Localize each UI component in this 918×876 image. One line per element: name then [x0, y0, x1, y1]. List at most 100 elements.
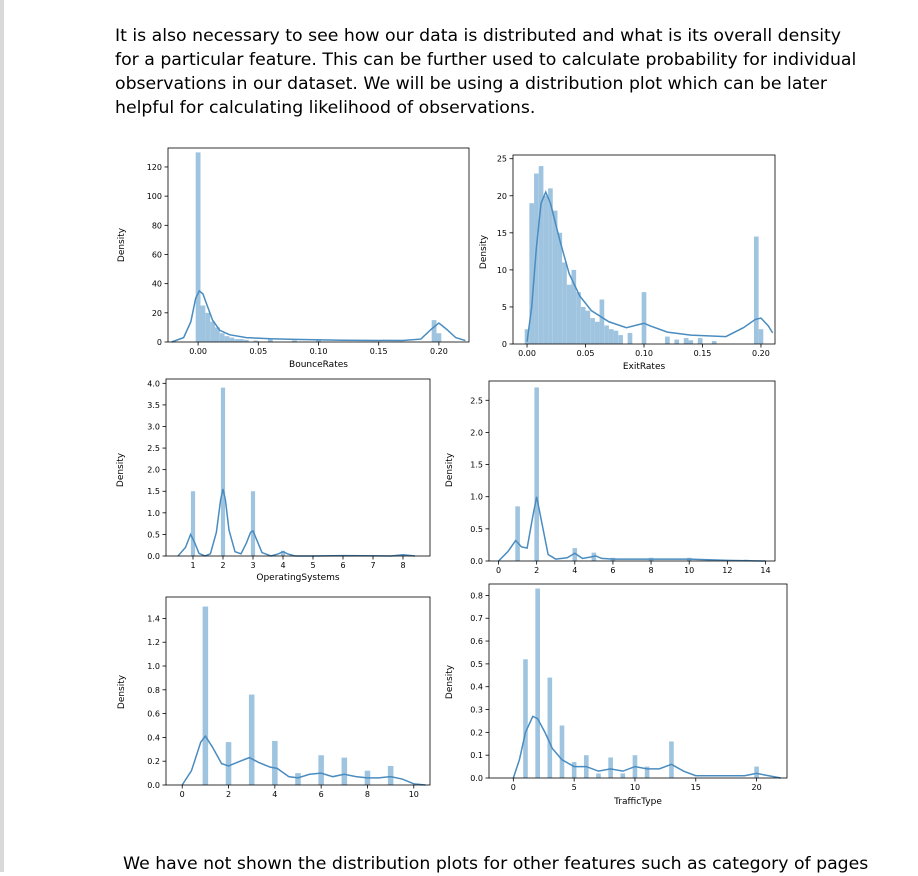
y-tick-label: 20: [497, 192, 507, 201]
x-tick-label: 5: [310, 561, 315, 570]
histogram-bar: [596, 773, 601, 778]
histogram-bar: [387, 765, 394, 785]
plot-frame: [165, 378, 431, 557]
x-tick-label: 0: [496, 566, 501, 575]
histogram-bar: [688, 340, 694, 344]
x-tick-label: 0.10: [310, 347, 328, 356]
histogram-bar: [250, 491, 256, 556]
y-tick-label: 1.0: [470, 493, 483, 502]
x-tick-label: 2: [226, 790, 231, 799]
y-tick-label: 1.5: [147, 487, 160, 496]
x-tick-label: 4: [572, 566, 577, 575]
histogram-bar: [292, 340, 297, 342]
histogram-bar: [669, 741, 674, 778]
y-tick-label: 0.2: [147, 757, 160, 766]
x-tick-label: 20: [751, 783, 761, 792]
x-axis-label: TrafficType: [613, 797, 662, 807]
histogram-bar: [195, 152, 201, 342]
histogram-bar: [557, 232, 563, 344]
kde-curve: [181, 734, 426, 786]
histogram-bar: [547, 677, 553, 778]
histogram-bar: [280, 550, 286, 556]
histogram-bar: [580, 306, 586, 344]
y-tick-label: 0.3: [470, 706, 483, 715]
histogram-bar: [436, 333, 442, 342]
x-tick-label: 0.20: [430, 347, 448, 356]
histogram-bar: [674, 339, 680, 344]
histogram-bar: [572, 548, 578, 561]
y-tick-label: 2.5: [147, 444, 160, 453]
y-tick-label: 0.6: [147, 710, 160, 719]
x-tick-label: 4: [280, 561, 285, 570]
histogram-bar: [613, 330, 619, 344]
x-tick-label: 10: [409, 790, 419, 799]
y-tick-label: 2.0: [147, 466, 160, 475]
intro-paragraph: It is also necessary to see how our data…: [115, 26, 857, 118]
y-tick-label: 0.0: [147, 552, 160, 561]
histogram-bar: [190, 491, 196, 556]
histogram-bar: [239, 339, 244, 342]
x-tick-label: 0.15: [370, 347, 388, 356]
histogram-bar: [552, 210, 558, 344]
histogram-bar: [200, 305, 206, 342]
histogram-bar: [599, 299, 605, 344]
y-tick-label: 0.4: [470, 683, 483, 692]
y-tick-label: 60: [152, 250, 162, 259]
histogram-bar: [225, 742, 232, 785]
histogram-bar: [515, 506, 520, 561]
histogram-bar: [665, 336, 670, 344]
x-tick-label: 12: [722, 566, 732, 575]
y-tick-label: 3.0: [147, 422, 160, 431]
histogram-bar: [535, 588, 540, 778]
x-tick-label: 0.20: [752, 349, 770, 358]
y-tick-label: 0.7: [470, 614, 483, 623]
histogram-bar: [562, 262, 567, 344]
y-tick-label: 1.5: [470, 461, 483, 470]
x-tick-label: 0.15: [694, 349, 712, 358]
y-tick-label: 120: [147, 163, 162, 172]
chart-exit: 0.00 0.05 0.10 0.15 0.20 0 5 10 15 20 25 ExitRates D…: [479, 154, 776, 372]
y-tick-label: 0.8: [470, 591, 483, 600]
x-axis-label: ExitRates: [623, 362, 666, 372]
histogram-bar: [627, 332, 633, 344]
y-tick-label: 1.4: [147, 614, 160, 623]
x-tick-label: 0.00: [518, 349, 536, 358]
x-tick-label: 0.05: [249, 347, 267, 356]
histogram-bar: [683, 338, 689, 344]
x-tick-label: 6: [610, 566, 615, 575]
histogram-bar: [534, 173, 539, 344]
y-tick-label: 0.8: [147, 686, 160, 695]
y-tick-label: 1.2: [147, 638, 160, 647]
x-axis-label: OperatingSystems: [256, 573, 340, 583]
y-axis-label: Density: [117, 674, 127, 709]
y-tick-label: 0.4: [147, 733, 160, 742]
x-tick-label: 2: [220, 561, 225, 570]
x-tick-label: 3: [250, 561, 255, 570]
kde-curve: [171, 289, 466, 343]
histogram-bar: [248, 694, 255, 785]
y-tick-label: 0.5: [470, 525, 483, 534]
histogram-bar: [202, 606, 209, 785]
histogram-bar: [566, 284, 572, 344]
histogram-bar: [585, 310, 591, 344]
closing-paragraph: We have not shown the distribution plots…: [123, 854, 869, 874]
histogram-bar: [620, 773, 626, 778]
histogram-bar: [316, 340, 321, 342]
histogram-bar: [576, 292, 581, 344]
x-tick-label: 1: [190, 561, 195, 570]
y-tick-label: 1.0: [147, 509, 160, 518]
chart-os: 1 2 3 4 5 6 7 8 0.0 0.5 1.0 1.5 2.0 2.5 3.0 3.5 4.0 Opera…: [116, 378, 431, 583]
chart-browser: 0 2 4 6 8 10 12 14 0.0 0.5 1.0 1.5 2.0 2.5 Density: [445, 380, 776, 575]
x-tick-label: 8: [400, 561, 405, 570]
y-tick-label: 20: [152, 309, 162, 318]
histogram-bar: [229, 337, 235, 342]
plot-frame: [165, 596, 431, 786]
histogram-bar: [224, 336, 230, 342]
histogram-bar: [529, 203, 535, 344]
y-tick-label: 40: [152, 280, 162, 289]
y-tick-label: 10: [497, 266, 507, 275]
histogram-bar: [267, 339, 273, 342]
y-tick-label: 1.0: [147, 662, 160, 671]
x-tick-label: 5: [572, 783, 577, 792]
